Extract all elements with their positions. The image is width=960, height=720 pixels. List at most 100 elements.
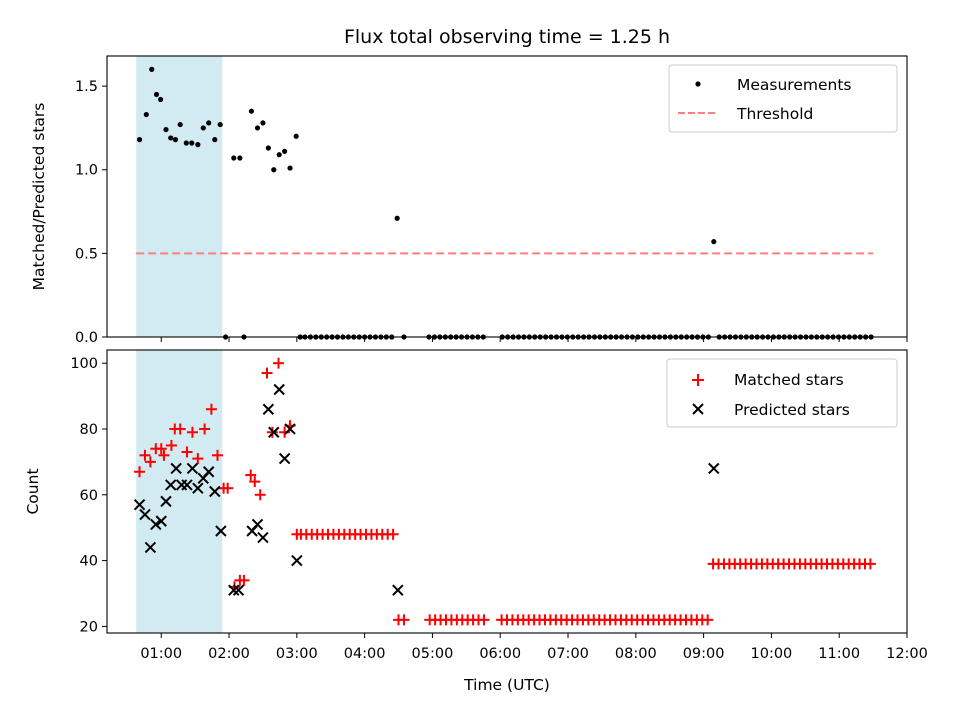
matched-star-point [249,476,261,488]
y-tick-label: 40 [80,554,98,570]
measurement-points [136,66,874,340]
predicted-star-point [257,531,269,544]
measurement-point [287,165,293,171]
x-tick-label: 09:00 [683,646,725,662]
predicted-star-point [262,403,275,415]
matched-star-point [174,423,186,435]
measurement-point [231,155,237,161]
predicted-star-point [165,479,177,491]
matched-star-point [398,614,410,626]
measurement-point [271,167,277,173]
x-tick-label: 05:00 [412,646,454,662]
measurement-point [212,137,218,143]
top-observation-shaded-region [136,56,223,337]
matched-star-point [212,449,224,461]
predicted-star-point [251,518,264,531]
matched-star-point [702,614,714,626]
top-axes-frame [106,55,908,338]
y-tick-label: 1.5 [75,79,98,95]
x-tick-label: 10:00 [751,646,793,662]
top-y-ticks: 0.0 0.5 1.0 1.5 [75,79,107,346]
y-tick-label: 0.5 [75,246,98,262]
matched-star-point [181,446,193,458]
legend-predicted-label: Predicted stars [734,401,850,419]
measurement-point [394,215,400,221]
predicted-star-point [155,515,167,527]
measurement-point [282,148,288,154]
matched-stars-points [134,357,876,626]
measurement-point [157,96,164,103]
matched-star-point [245,469,257,481]
x-tick-label: 07:00 [547,646,589,662]
measurement-point [163,126,169,133]
measurement-point [248,108,255,114]
predicted-star-point [181,479,193,491]
predicted-star-point [150,518,162,531]
matched-star-point [261,367,273,379]
predicted-star-point [133,498,146,511]
measurement-point [217,121,223,128]
measurement-point [172,137,179,143]
predicted-star-point [268,426,280,438]
measurement-point [149,66,155,72]
predicted-star-point [232,584,245,596]
matched-star-point [222,482,234,494]
measurement-point [265,145,271,151]
predicted-star-point [392,584,404,596]
legend-matched-label: Matched stars [734,371,844,389]
matched-star-point [279,426,291,438]
top-panel: 0.0 0.5 1.0 1.5 Matched/Predicted stars [30,55,908,346]
predicted-star-point [160,495,172,508]
matched-star-point [158,449,170,461]
measurement-point [711,239,717,245]
matched-star-point [205,403,217,415]
chart-title: Flux total observing time = 1.25 h [344,26,670,48]
predicted-star-point [215,525,227,537]
x-tick-label: 08:00 [615,646,657,662]
matched-star-point [186,426,198,438]
top-x-ticks [160,337,908,342]
measurement-point [195,142,201,148]
y-tick-label: 80 [80,422,98,438]
x-tick-label: 02:00 [208,646,250,662]
bottom-panel: 20 40 60 80 100 01:00 02:00 03:00 04:00 05:00 06:… [24,349,928,694]
y-tick-label: 100 [70,356,98,372]
x-tick-label: 01:00 [140,646,182,662]
measurement-point [237,155,243,161]
predicted-star-point [284,423,296,435]
predicted-star-point [139,508,151,521]
bottom-y-ticks: 20 40 60 80 100 [70,356,107,635]
matched-star-point [139,449,151,461]
bottom-y-axis-label: Count [24,468,42,514]
bottom-axes-frame [106,349,908,634]
matched-star-point [165,439,177,451]
matched-star-point [238,574,250,586]
matched-star-point [864,558,876,570]
measurement-point [153,91,160,98]
bottom-legend-box [666,358,898,428]
y-tick-label: 1.0 [75,163,98,179]
predicted-stars-points [133,383,720,596]
predicted-star-point [228,584,240,596]
bottom-x-ticks: 01:00 02:00 03:00 04:00 05:00 06:00 07:00 08:00… [140,633,928,662]
y-tick-label: 20 [80,619,98,635]
matched-star-point [478,614,490,626]
legend-threshold-label: Threshold [736,105,813,123]
legend-measurements-marker [695,81,701,87]
predicted-star-point [209,485,221,498]
measurement-point [143,111,149,118]
matched-star-point [387,528,399,540]
y-tick-label: 0.0 [75,330,98,346]
top-y-axis-label: Matched/Predicted stars [30,103,48,291]
legend-matched-marker [692,374,704,386]
measurement-point [254,125,261,131]
measurement-point [206,120,212,126]
measurement-point [200,125,206,131]
matched-star-point [155,443,167,455]
x-axis-label: Time (UTC) [463,676,550,694]
bottom-legend: Matched stars Predicted stars [666,358,898,428]
matched-star-point [192,453,204,465]
top-legend-box [668,64,898,133]
matched-star-point [273,357,285,369]
